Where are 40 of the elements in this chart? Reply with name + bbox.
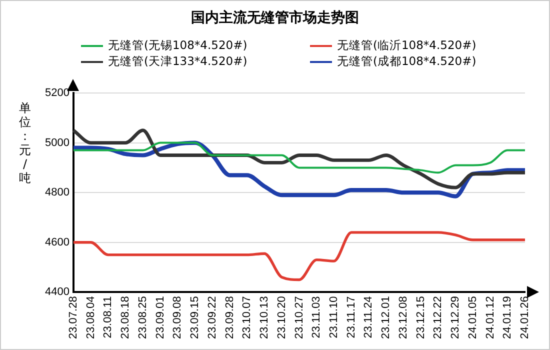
x-tick-label: 23.09.01 (154, 296, 166, 340)
x-tick-label: 24.01.05 (466, 296, 479, 340)
x-tick-label: 23.11.17 (345, 296, 358, 338)
x-tick-label: 23.09.08 (172, 296, 184, 340)
y-tick-label: 4400 (44, 286, 70, 298)
legend-label: 无缝管(天津133*4.520#) (108, 54, 248, 69)
legend-label: 无缝管(成都108*4.520#) (337, 54, 476, 69)
x-tick-label: 23.09.28 (224, 296, 236, 340)
chart-title: 国内主流无缝管市场走势图 (190, 9, 360, 27)
x-tick-label: 23.10.27 (293, 296, 306, 340)
x-tick-label: 23.08.11 (102, 296, 114, 338)
legend-label: 无缝管(无锡108*4.520#) (108, 38, 248, 53)
x-tick-label: 23.11.03 (310, 296, 323, 338)
y-axis-title: 单位：元/吨 (18, 101, 32, 185)
x-tick-label: 23.11.10 (328, 296, 340, 338)
x-tick-label: 23.08.04 (84, 296, 97, 340)
x-tick-label: 23.12.22 (432, 296, 444, 340)
x-tick-label: 23.12.29 (450, 296, 462, 340)
y-tick-label: 5000 (44, 136, 70, 149)
x-tick-label: 23.12.08 (397, 296, 410, 340)
x-tick-label: 24.01.12 (484, 296, 496, 340)
line-series (72, 142, 526, 174)
x-tick-label: 23.12.15 (414, 296, 427, 340)
x-tick-label: 23.09.15 (189, 296, 202, 340)
y-tick-label: 4600 (44, 236, 70, 248)
x-tick-label: 24.01.26 (519, 296, 532, 340)
x-tick-label: 23.12.01 (380, 296, 392, 340)
x-tick-label: 23.07.28 (68, 296, 80, 340)
x-tick-label: 23.10.20 (276, 296, 288, 340)
line-series (72, 231, 526, 282)
x-tick-label: 23.08.18 (120, 296, 132, 340)
y-tick-label: 4800 (44, 186, 70, 199)
y-tick-label: 5200 (44, 87, 70, 100)
x-tick-label: 23.08.25 (136, 296, 149, 340)
x-tick-label: 23.10.07 (241, 296, 254, 340)
x-tick-label: 23.09.22 (206, 296, 218, 340)
x-tick-label: 23.10.13 (258, 296, 271, 340)
legend-label: 无缝管(临沂108*4.520#) (337, 38, 476, 53)
x-tick-label: 23.11.24 (362, 296, 375, 338)
x-tick-label: 24.01.19 (502, 296, 514, 340)
